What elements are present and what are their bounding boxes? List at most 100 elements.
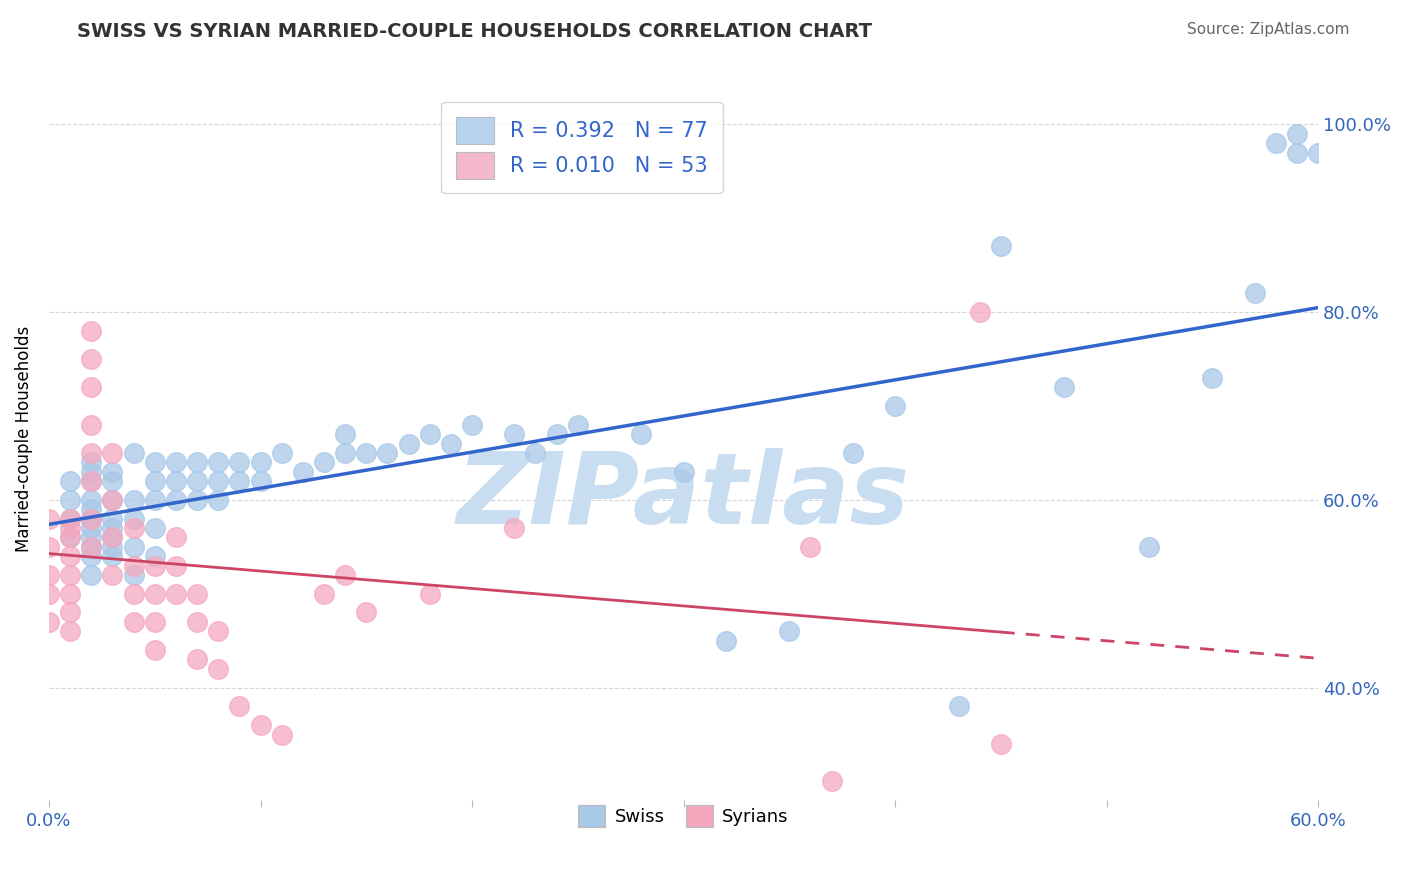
Point (38, 511, 60, 525)
Point (38, 540, 60, 554)
Point (143, 549, 166, 564)
Point (38, 568, 60, 582)
Point (80, 549, 103, 564)
Point (122, 446, 145, 460)
Point (38, 615, 60, 629)
Point (122, 540, 145, 554)
Point (80, 540, 103, 554)
Point (101, 549, 124, 564)
Point (228, 455, 250, 469)
Point (80, 465, 103, 479)
Point (333, 427, 356, 442)
Point (398, 436, 420, 450)
Point (228, 699, 250, 714)
Point (101, 530, 124, 544)
Point (333, 568, 356, 582)
Point (165, 587, 187, 601)
Point (165, 455, 187, 469)
Point (101, 540, 124, 554)
Point (270, 727, 292, 741)
Point (165, 492, 187, 507)
Point (820, 774, 842, 789)
Point (101, 530, 124, 544)
Point (228, 474, 250, 488)
Point (101, 568, 124, 582)
Point (842, 446, 865, 460)
Point (122, 558, 145, 573)
Point (186, 587, 208, 601)
Point (143, 474, 166, 488)
Point (1264, 136, 1286, 150)
Point (122, 568, 145, 582)
Point (207, 455, 229, 469)
Point (122, 492, 145, 507)
Point (249, 455, 271, 469)
Point (101, 492, 124, 507)
Point (186, 652, 208, 666)
Point (249, 474, 271, 488)
Point (419, 587, 441, 601)
Point (1285, 127, 1308, 141)
Point (101, 474, 124, 488)
Point (122, 521, 145, 535)
Point (143, 492, 166, 507)
Point (80, 455, 103, 469)
Point (80, 511, 103, 525)
Point (1285, 145, 1308, 160)
Point (990, 737, 1012, 751)
Point (80, 474, 103, 488)
Point (80, 540, 103, 554)
Point (80, 511, 103, 525)
Point (59, 511, 82, 525)
Point (1308, 145, 1330, 160)
Point (207, 662, 229, 676)
Point (714, 633, 737, 648)
Text: ZIPatlas: ZIPatlas (457, 448, 910, 545)
Point (101, 521, 124, 535)
Y-axis label: Married-couple Households: Married-couple Households (15, 326, 32, 552)
Point (143, 643, 166, 657)
Point (630, 427, 652, 442)
Legend: Swiss, Syrians: Swiss, Syrians (571, 798, 796, 835)
Point (503, 427, 526, 442)
Point (333, 446, 356, 460)
Point (1137, 540, 1160, 554)
Point (80, 380, 103, 394)
Point (101, 465, 124, 479)
Point (186, 615, 208, 629)
Point (1243, 286, 1265, 301)
Point (165, 558, 187, 573)
Point (80, 446, 103, 460)
Point (1201, 371, 1223, 385)
Point (207, 474, 229, 488)
Point (1053, 380, 1076, 394)
Point (143, 558, 166, 573)
Point (59, 549, 82, 564)
Point (165, 474, 187, 488)
Point (567, 417, 589, 432)
Point (186, 474, 208, 488)
Point (80, 474, 103, 488)
Point (312, 587, 335, 601)
Point (143, 587, 166, 601)
Point (503, 521, 526, 535)
Point (122, 511, 145, 525)
Point (186, 492, 208, 507)
Point (59, 530, 82, 544)
Point (207, 492, 229, 507)
Point (799, 540, 821, 554)
Point (80, 568, 103, 582)
Point (546, 427, 568, 442)
Point (524, 446, 547, 460)
Point (356, 446, 378, 460)
Point (249, 718, 271, 732)
Point (80, 502, 103, 516)
Point (59, 492, 82, 507)
Point (884, 399, 907, 413)
Point (356, 606, 378, 620)
Point (59, 511, 82, 525)
Point (165, 530, 187, 544)
Point (59, 568, 82, 582)
Text: SWISS VS SYRIAN MARRIED-COUPLE HOUSEHOLDS CORRELATION CHART: SWISS VS SYRIAN MARRIED-COUPLE HOUSEHOLD… (77, 22, 872, 41)
Point (80, 352, 103, 367)
